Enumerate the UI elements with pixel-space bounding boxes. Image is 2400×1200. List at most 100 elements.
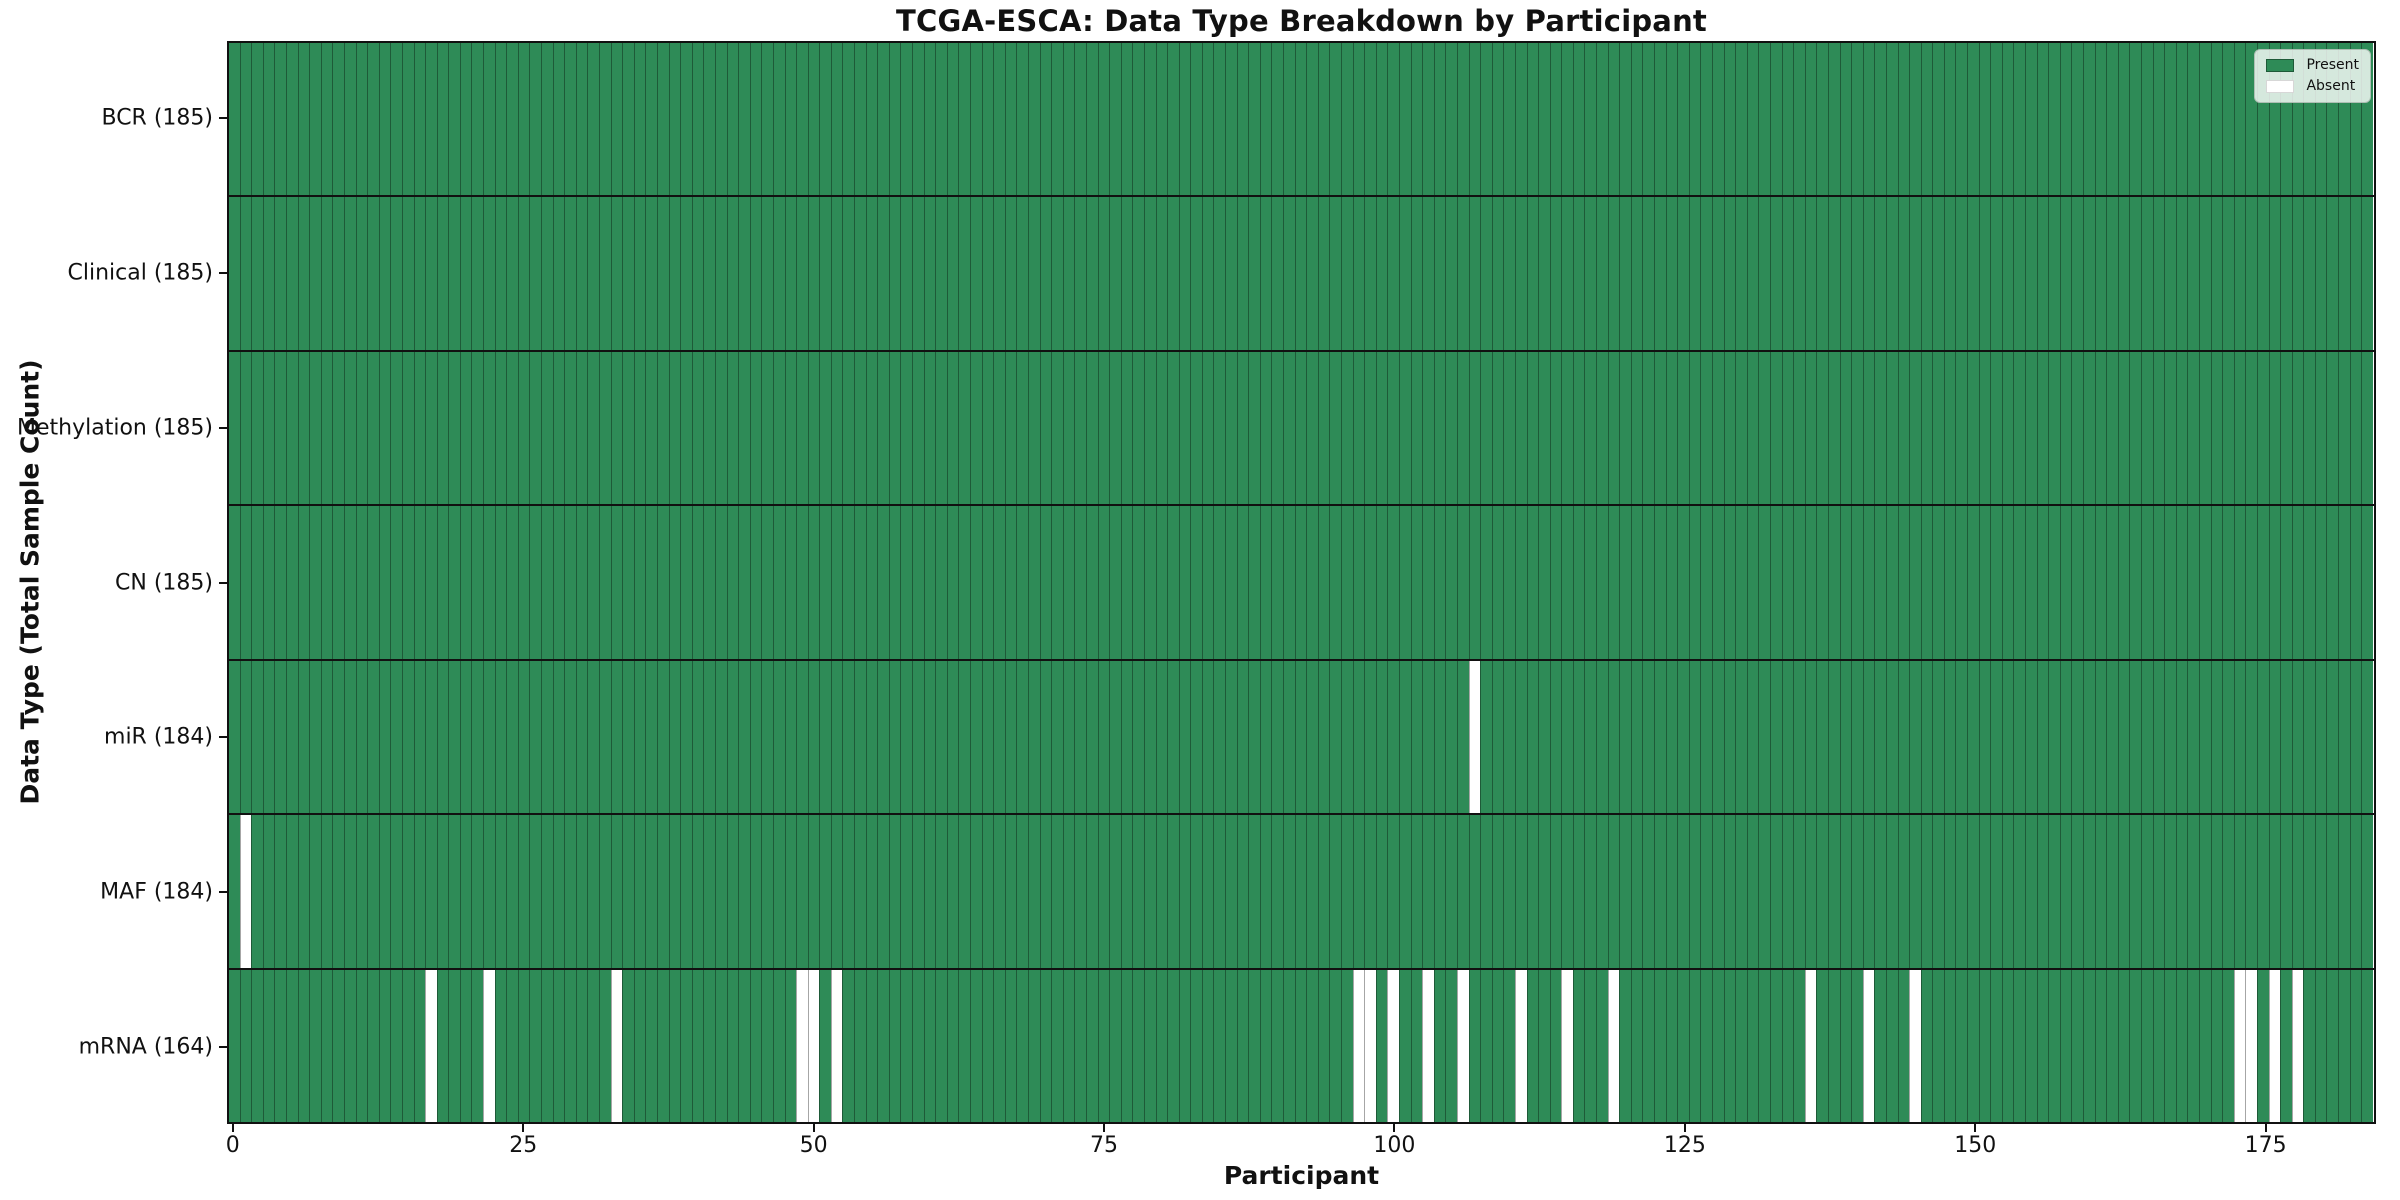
heatmap-cell <box>229 815 240 968</box>
heatmap-cell <box>2129 969 2141 1122</box>
heatmap-cell <box>854 969 866 1122</box>
heatmap-cell <box>1213 506 1226 659</box>
heatmap-cell <box>1967 969 1979 1122</box>
heatmap-cell <box>946 351 959 505</box>
heatmap-cell <box>390 815 402 968</box>
heatmap-cell <box>262 197 275 350</box>
heatmap-cell <box>2140 506 2153 659</box>
heatmap-cell <box>1155 43 1168 196</box>
heatmap-cell <box>552 969 565 1122</box>
heatmap-cell <box>1236 351 1249 505</box>
heatmap-cell <box>738 351 750 505</box>
heatmap-cell <box>1016 660 1028 814</box>
heatmap-cell <box>1549 969 1562 1122</box>
heatmap-cell <box>749 815 762 968</box>
heatmap-cell <box>285 43 298 196</box>
heatmap-cell <box>2025 506 2037 659</box>
heatmap-cell <box>877 197 889 350</box>
heatmap-cell <box>239 660 252 814</box>
heatmap-cell <box>1491 815 1504 968</box>
heatmap-cell <box>1804 506 1817 659</box>
heatmap-cell <box>772 969 785 1122</box>
heatmap-cell <box>1538 660 1550 814</box>
heatmap-cell <box>1920 197 1933 350</box>
heatmap-cell <box>297 969 310 1122</box>
heatmap-cell <box>946 197 959 350</box>
heatmap-cell <box>1503 197 1515 350</box>
heatmap-cell <box>2326 351 2339 505</box>
heatmap-cell <box>877 815 889 968</box>
heatmap-cell <box>1607 197 1620 350</box>
heatmap-cell <box>2094 969 2107 1122</box>
heatmap-cell <box>471 197 484 350</box>
heatmap-cell <box>1769 197 1782 350</box>
heatmap-cell <box>436 660 449 814</box>
heatmap-cell <box>1085 351 1098 505</box>
heatmap-cell <box>1874 197 1886 350</box>
heatmap-cell <box>819 351 831 505</box>
heatmap-cell <box>2140 815 2153 968</box>
heatmap-cell <box>1874 969 1886 1122</box>
heatmap-cell <box>448 660 460 814</box>
heatmap-cell <box>622 43 634 196</box>
heatmap-cell <box>1352 43 1365 196</box>
heatmap-cell <box>2314 815 2327 968</box>
heatmap-cell <box>2280 815 2292 968</box>
heatmap-cell <box>229 660 240 814</box>
heatmap-cell <box>691 969 704 1122</box>
heatmap-cell <box>575 815 588 968</box>
heatmap-cell <box>2106 969 2118 1122</box>
heatmap-cell <box>958 815 970 968</box>
heatmap-cell <box>425 197 437 350</box>
heatmap-cell <box>2094 660 2107 814</box>
heatmap-cell <box>1967 43 1979 196</box>
heatmap-cell <box>599 43 611 196</box>
heatmap-cell <box>2083 815 2095 968</box>
heatmap-cell <box>1004 969 1017 1122</box>
heatmap-cell <box>1236 43 1249 196</box>
heatmap-cell <box>1514 197 1527 350</box>
heatmap-cell <box>1387 815 1399 968</box>
heatmap-cell <box>309 43 321 196</box>
heatmap-cell <box>1143 660 1156 814</box>
heatmap-cell <box>1004 43 1017 196</box>
heatmap-cell <box>1143 43 1156 196</box>
heatmap-cell <box>1491 43 1504 196</box>
heatmap-cell <box>1909 660 1921 814</box>
heatmap-cell <box>2129 660 2141 814</box>
heatmap-cell <box>1271 43 1284 196</box>
heatmap-rows <box>229 43 2374 1122</box>
heatmap-cell <box>1433 815 1446 968</box>
heatmap-cell <box>1178 815 1191 968</box>
heatmap-row-CN <box>229 504 2374 659</box>
heatmap-cell <box>1619 969 1631 1122</box>
heatmap-cell <box>274 506 286 659</box>
heatmap-cell <box>506 43 518 196</box>
heatmap-cell <box>2187 815 2199 968</box>
heatmap-cell <box>2280 197 2292 350</box>
heatmap-cell <box>1955 969 1968 1122</box>
heatmap-cell <box>587 43 599 196</box>
heatmap-cell <box>2233 506 2246 659</box>
heatmap-cell <box>1654 660 1666 814</box>
heatmap-cell <box>819 969 831 1122</box>
heatmap-cell <box>2071 660 2083 814</box>
heatmap-cell <box>1630 43 1643 196</box>
heatmap-cell <box>2326 197 2339 350</box>
heatmap-cell <box>1630 815 1643 968</box>
heatmap-cell <box>1456 660 1469 814</box>
heatmap-cell <box>320 43 333 196</box>
heatmap-cell <box>958 506 970 659</box>
heatmap-cell <box>2268 351 2281 505</box>
heatmap-cell <box>413 506 426 659</box>
heatmap-cell <box>842 351 855 505</box>
heatmap-cell <box>1225 351 1237 505</box>
heatmap-cell <box>401 506 414 659</box>
heatmap-cell <box>1062 43 1075 196</box>
heatmap-cell <box>1016 43 1028 196</box>
heatmap-cell <box>1572 351 1585 505</box>
heatmap-cell <box>1607 660 1620 814</box>
heatmap-cell <box>1746 660 1759 814</box>
heatmap-cell <box>1480 660 1492 814</box>
heatmap-cell <box>1862 815 1875 968</box>
